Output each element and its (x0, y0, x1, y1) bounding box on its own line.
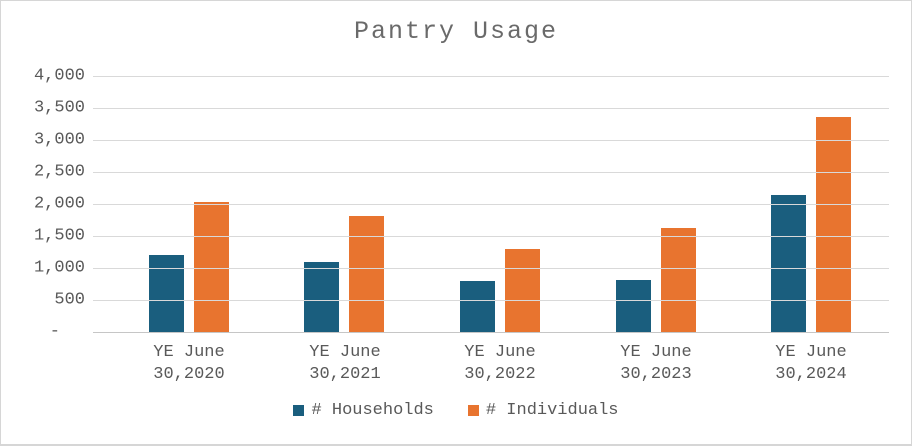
gridline (93, 236, 889, 237)
legend: # Households # Individuals (1, 401, 911, 420)
gridline (93, 76, 889, 77)
y-tick-label: - (49, 322, 60, 342)
y-tick-label: 2,000 (33, 194, 85, 214)
y-axis: 4,000 3,500 3,000 2,500 2,000 1,500 1,000 500 - (1, 67, 85, 342)
gridline (93, 204, 889, 205)
bar-households (304, 262, 339, 332)
legend-marker-icon (293, 405, 305, 416)
x-axis-line (93, 332, 889, 333)
bar-households (460, 281, 495, 332)
x-tick-label: YE June 30,2024 (775, 343, 847, 384)
x-tick-label: YE June 30,2022 (464, 343, 536, 384)
bar-individuals (349, 216, 384, 332)
bar-households (616, 280, 651, 332)
y-tick-label: 3,500 (33, 98, 85, 118)
y-tick-label: 4,000 (33, 66, 85, 86)
gridline (93, 108, 889, 109)
y-tick-label: 1,000 (33, 258, 85, 278)
x-tick-label: YE June 30,2021 (309, 343, 381, 384)
legend-item-individuals: # Individuals (467, 401, 619, 420)
bar-slots (111, 76, 889, 332)
chart-title: Pantry Usage (353, 17, 559, 46)
y-tick-label: 1,500 (33, 226, 85, 246)
y-tick-label: 3,000 (33, 130, 85, 150)
plot-area (93, 76, 889, 333)
gridline (93, 268, 889, 269)
gridline (93, 140, 889, 141)
x-axis: YE June 30,2020 YE June 30,2021 YE June 30… (111, 342, 889, 390)
gridline (93, 300, 889, 301)
x-tick-label: YE June 30,2020 (153, 343, 225, 384)
legend-marker-icon (467, 405, 479, 416)
y-tick-label: 2,500 (33, 162, 85, 182)
bar-individuals (816, 117, 851, 332)
bar-households (149, 255, 184, 332)
bar-individuals (194, 202, 229, 332)
gridline (93, 172, 889, 173)
x-tick-label: YE June 30,2023 (620, 343, 692, 384)
legend-label: # Individuals (485, 401, 619, 420)
legend-item-households: # Households (293, 401, 434, 420)
bar-individuals (505, 249, 540, 332)
bar-individuals (661, 228, 696, 332)
y-tick-label: 500 (54, 290, 85, 310)
bar-households (771, 195, 806, 332)
legend-label: # Households (311, 401, 434, 420)
